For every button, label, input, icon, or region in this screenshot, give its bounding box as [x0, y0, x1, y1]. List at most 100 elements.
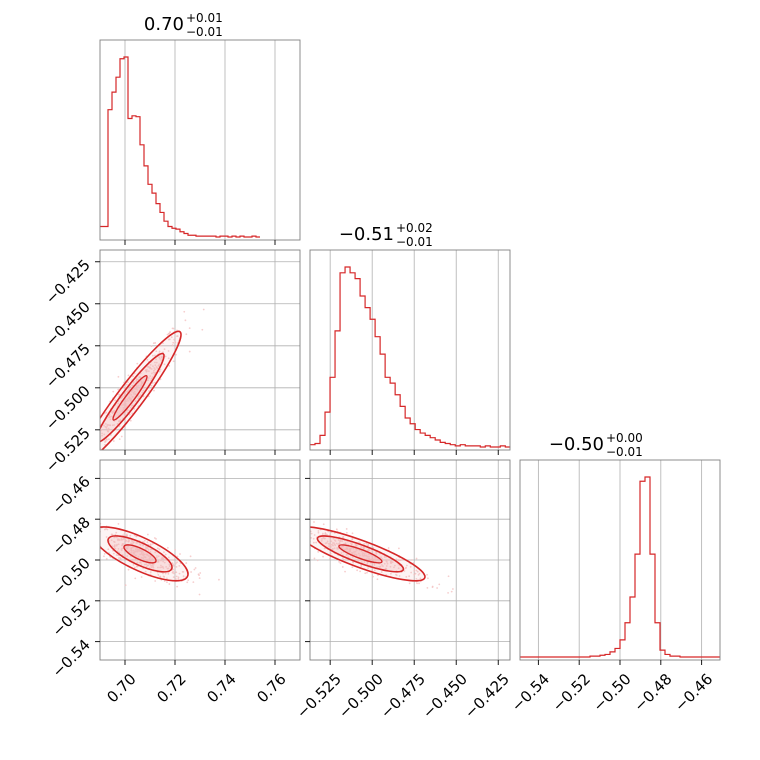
panel-title-upper-error: +0.02 — [396, 221, 433, 235]
sample-point — [334, 544, 337, 547]
sample-point — [194, 567, 197, 569]
sample-point — [172, 568, 174, 571]
sample-point — [129, 419, 132, 422]
sample-point — [112, 552, 115, 555]
sample-point — [113, 424, 115, 426]
sample-point — [111, 424, 114, 427]
x-tick-label: −0.54 — [508, 670, 553, 715]
sample-point — [126, 398, 129, 401]
sample-point — [121, 547, 124, 550]
sample-point — [137, 378, 139, 381]
sample-point — [398, 575, 401, 577]
sample-point — [92, 453, 94, 455]
sample-point — [322, 532, 324, 535]
sample-point — [386, 562, 389, 565]
sample-point — [125, 533, 128, 536]
panel-title-upper-error: +0.00 — [606, 431, 643, 445]
sample-point — [135, 379, 138, 382]
sample-point — [163, 551, 165, 554]
sample-point — [93, 426, 95, 428]
sample-point — [330, 540, 333, 543]
sample-point — [134, 400, 137, 402]
sample-point — [308, 549, 310, 551]
sample-point — [417, 573, 420, 576]
sample-point — [106, 439, 108, 441]
sample-point — [86, 455, 88, 457]
sample-point — [363, 552, 365, 555]
sample-point — [341, 540, 344, 542]
sample-point — [146, 365, 149, 368]
sample-point — [306, 541, 308, 543]
sample-point — [413, 569, 416, 572]
sample-point — [373, 564, 376, 566]
sample-point — [140, 576, 143, 578]
sample-point — [175, 353, 177, 356]
sample-point — [119, 557, 122, 559]
panel-plot-area — [301, 521, 454, 594]
sample-point — [117, 523, 120, 525]
sample-point — [103, 528, 106, 531]
sample-point — [124, 539, 127, 542]
sample-point — [101, 432, 103, 435]
sample-point — [360, 565, 363, 568]
sample-point — [310, 536, 313, 539]
sample-point — [167, 357, 170, 360]
sample-point — [131, 558, 134, 561]
sample-point — [179, 553, 181, 555]
sample-point — [168, 563, 171, 566]
sample-point — [139, 394, 142, 397]
sample-point — [168, 365, 171, 367]
sample-point — [364, 551, 367, 554]
sample-point — [328, 545, 330, 548]
sample-point — [110, 533, 113, 536]
sample-point — [353, 551, 356, 553]
sample-point — [96, 444, 98, 446]
sample-point — [162, 342, 164, 345]
sample-point — [355, 553, 358, 556]
sample-point — [133, 390, 136, 393]
y-tick-label: −0.475 — [42, 340, 94, 392]
sample-point — [131, 396, 134, 398]
sample-point — [132, 563, 135, 566]
x-tick-label: 0.76 — [253, 670, 289, 706]
panel-frame — [99, 39, 301, 241]
sample-point — [142, 544, 144, 547]
sample-point — [140, 550, 143, 552]
sample-point — [117, 388, 120, 391]
sample-point — [301, 523, 303, 525]
sample-point — [98, 433, 100, 435]
sample-point — [154, 342, 157, 344]
sample-point — [152, 365, 154, 368]
sample-point — [398, 559, 400, 562]
sample-point — [389, 572, 392, 575]
sample-point — [431, 586, 434, 589]
sample-point — [83, 450, 85, 452]
sample-point — [84, 539, 86, 541]
contour-level — [310, 526, 426, 582]
sample-point — [188, 350, 191, 353]
sample-point — [143, 555, 146, 558]
sample-point — [74, 515, 76, 517]
sample-point — [140, 556, 143, 559]
y-tick-label: −0.48 — [49, 513, 94, 558]
sample-point — [367, 553, 370, 556]
sample-point — [146, 541, 149, 544]
sample-point — [201, 328, 204, 331]
sample-point — [161, 565, 164, 568]
sample-point — [335, 542, 338, 545]
sample-point — [154, 354, 156, 357]
sample-point — [167, 556, 170, 559]
sample-point — [341, 536, 344, 539]
panel-title-upper-error: +0.01 — [186, 11, 223, 25]
sample-point — [354, 553, 356, 556]
sample-point — [157, 566, 159, 569]
sample-point — [313, 521, 315, 523]
sample-point — [91, 446, 93, 448]
sample-point — [176, 561, 178, 564]
sample-point — [145, 563, 148, 566]
sample-point — [159, 368, 162, 371]
sample-point — [351, 552, 354, 554]
sample-point — [154, 551, 157, 554]
sample-point — [97, 525, 99, 527]
sample-point — [365, 542, 368, 545]
